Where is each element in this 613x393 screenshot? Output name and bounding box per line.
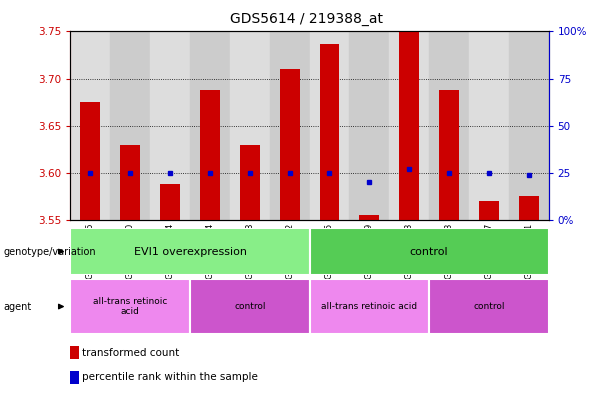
- Bar: [319, 44, 340, 220]
- Text: all-trans retinoic
acid: all-trans retinoic acid: [93, 297, 167, 316]
- Bar: [509, 31, 549, 220]
- Bar: [399, 31, 419, 220]
- Bar: [190, 31, 230, 220]
- Text: EVI1 overexpression: EVI1 overexpression: [134, 246, 246, 257]
- Text: genotype/variation: genotype/variation: [3, 246, 96, 257]
- Bar: [429, 31, 469, 220]
- Bar: [70, 346, 79, 359]
- Text: percentile rank within the sample: percentile rank within the sample: [82, 372, 258, 382]
- Bar: [349, 31, 389, 220]
- Bar: [70, 31, 110, 220]
- Text: all-trans retinoic acid: all-trans retinoic acid: [321, 302, 417, 311]
- Bar: [439, 90, 459, 220]
- Bar: [519, 196, 539, 220]
- Bar: [70, 228, 310, 275]
- Bar: [80, 102, 101, 220]
- Bar: [230, 31, 270, 220]
- Text: control: control: [234, 302, 265, 311]
- Bar: [310, 31, 349, 220]
- Bar: [270, 31, 310, 220]
- Bar: [120, 145, 140, 220]
- Bar: [240, 145, 260, 220]
- Bar: [310, 279, 429, 334]
- Bar: [389, 31, 429, 220]
- Bar: [70, 279, 190, 334]
- Bar: [359, 215, 379, 220]
- Bar: [70, 371, 79, 384]
- Text: transformed count: transformed count: [82, 348, 179, 358]
- Bar: [479, 201, 499, 220]
- Text: control: control: [409, 246, 449, 257]
- Bar: [469, 31, 509, 220]
- Bar: [150, 31, 190, 220]
- Bar: [429, 279, 549, 334]
- Text: GDS5614 / 219388_at: GDS5614 / 219388_at: [230, 12, 383, 26]
- Text: control: control: [473, 302, 504, 311]
- Bar: [160, 184, 180, 220]
- Text: agent: agent: [3, 301, 31, 312]
- Bar: [110, 31, 150, 220]
- Bar: [310, 228, 549, 275]
- Bar: [200, 90, 220, 220]
- Bar: [190, 279, 310, 334]
- Bar: [280, 69, 300, 220]
